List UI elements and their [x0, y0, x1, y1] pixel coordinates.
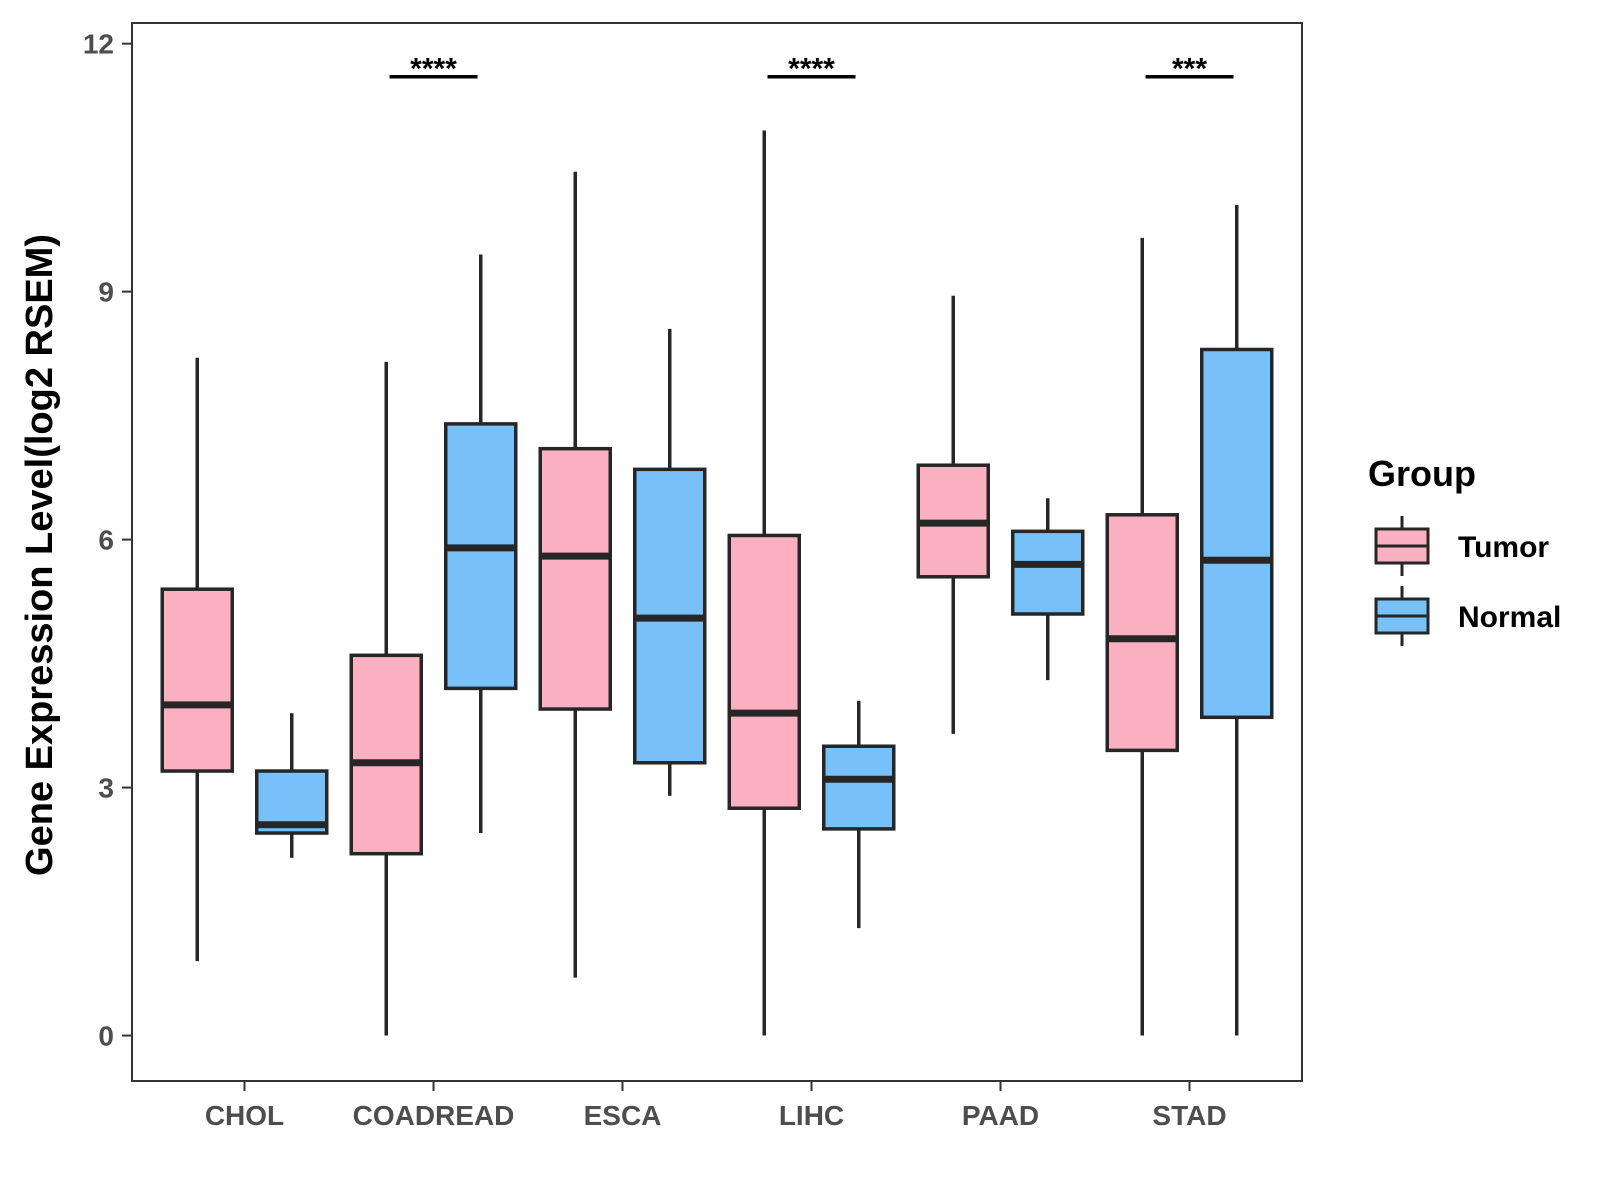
box-stad-normal — [1200, 204, 1274, 1036]
x-tick-label: COADREAD — [353, 1100, 515, 1131]
box-body — [1105, 513, 1179, 753]
box-coadread-tumor — [349, 361, 423, 1036]
x-tick-label: CHOL — [205, 1100, 284, 1131]
box-chol-tumor — [160, 357, 234, 962]
axes: 0 3 6 9 12 CHOL COADREAD ESCA LIHC PAAD STAD — [83, 22, 1303, 1131]
legend: Group Tumor Normal — [1368, 453, 1561, 646]
x-tick-label: PAAD — [962, 1100, 1039, 1131]
y-tick-label: 6 — [98, 525, 114, 556]
box-coadread-normal — [444, 254, 518, 834]
box-body — [727, 533, 801, 810]
box-chol-normal — [255, 713, 329, 858]
box-esca-tumor — [538, 171, 612, 978]
y-tick-label: 3 — [98, 773, 114, 804]
y-tick-label: 0 — [98, 1021, 114, 1052]
box-lihc-normal — [822, 700, 896, 929]
box-body — [444, 422, 518, 691]
legend-label: Normal — [1458, 601, 1561, 634]
box-body — [538, 446, 612, 711]
box-esca-normal — [633, 328, 707, 796]
significance-label: **** — [788, 53, 835, 86]
y-tick-label: 12 — [83, 29, 114, 60]
box-paad-normal — [1011, 498, 1085, 681]
panel-border — [131, 22, 1303, 1082]
box-lihc-tumor — [727, 130, 801, 1036]
box-body — [822, 744, 896, 831]
y-axis-title: Gene Expression Level(log2 RSEM) — [19, 234, 61, 876]
significance-label: **** — [410, 53, 457, 86]
plot-area: **** **** *** — [160, 53, 1274, 1036]
legend-item-normal: Normal — [1374, 586, 1561, 646]
x-tick-label: ESCA — [584, 1100, 662, 1131]
x-tick-label: STAD — [1152, 1100, 1226, 1131]
legend-title: Group — [1368, 453, 1476, 494]
box-body — [349, 653, 423, 856]
box-body — [1011, 529, 1085, 616]
box-stad-tumor — [1105, 237, 1179, 1036]
x-tick-label: LIHC — [779, 1100, 844, 1131]
y-tick-label: 9 — [98, 277, 114, 308]
box-paad-tumor — [916, 295, 990, 734]
legend-label: Tumor — [1458, 531, 1549, 564]
legend-item-tumor: Tumor — [1374, 516, 1549, 576]
box-body — [160, 587, 234, 773]
significance-label: *** — [1172, 53, 1207, 86]
box-body — [1200, 347, 1274, 720]
